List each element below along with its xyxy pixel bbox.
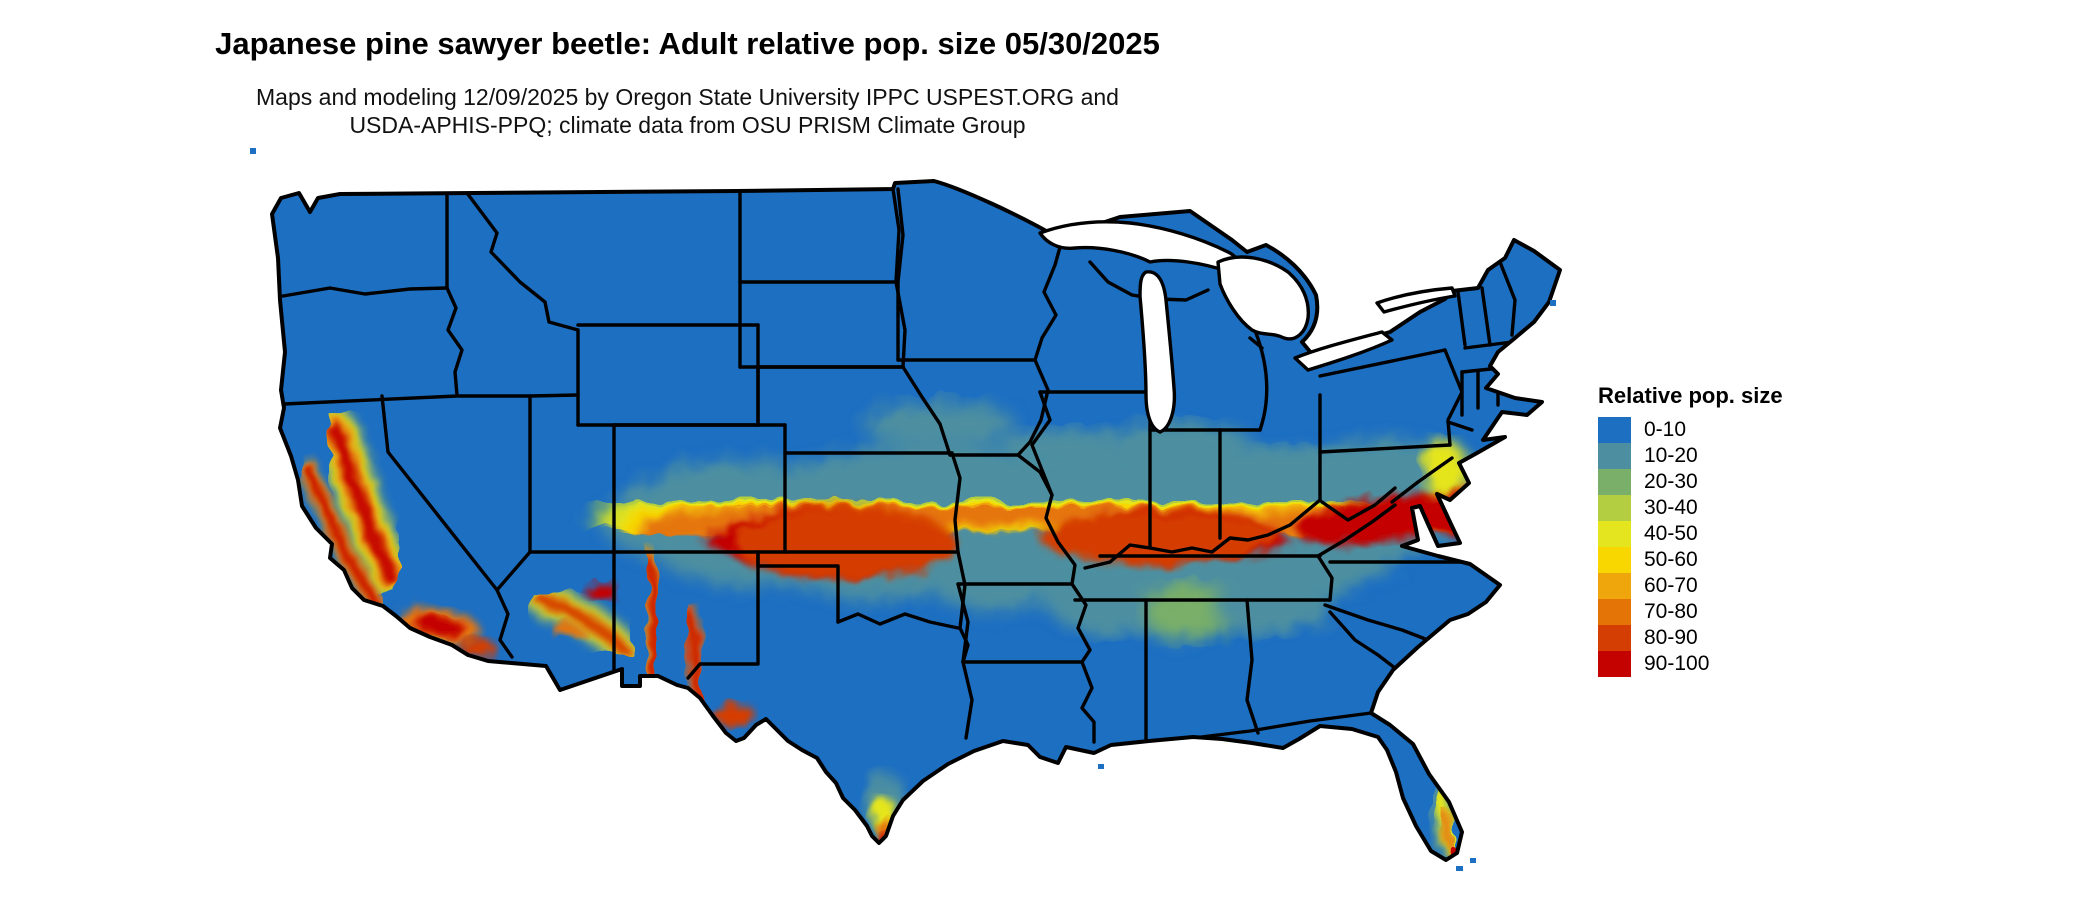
legend-swatch (1598, 417, 1631, 443)
page-title: Japanese pine sawyer beetle: Adult relat… (215, 26, 1160, 61)
legend-label: 90-100 (1644, 652, 1710, 675)
legend-label: 80-90 (1644, 626, 1698, 649)
legend-item: 70-80 (1598, 599, 1898, 625)
state-borders (281, 187, 1522, 744)
legend-swatch (1598, 521, 1631, 547)
legend-label: 60-70 (1644, 574, 1698, 597)
great-lakes (1038, 220, 1457, 434)
legend-label: 70-80 (1644, 600, 1698, 623)
legend-label: 50-60 (1644, 548, 1698, 571)
legend-item: 30-40 (1598, 495, 1898, 521)
legend-swatch (1598, 443, 1631, 469)
legend-item: 60-70 (1598, 573, 1898, 599)
legend-item: 0-10 (1598, 417, 1898, 443)
subtitle-line-2: USDA-APHIS-PPQ; climate data from OSU PR… (349, 112, 1026, 138)
nation-outline (270, 179, 1562, 862)
subtitle-line-1: Maps and modeling 12/09/2025 by Oregon S… (256, 84, 1119, 110)
legend-item: 90-100 (1598, 651, 1898, 677)
lake-huron (1216, 255, 1310, 341)
legend-item: 80-90 (1598, 625, 1898, 651)
legend-label: 0-10 (1644, 418, 1687, 441)
legend-swatch (1598, 547, 1631, 573)
legend-label: 20-30 (1644, 470, 1698, 493)
legend-label: 30-40 (1644, 496, 1698, 519)
legend-item: 40-50 (1598, 521, 1898, 547)
legend-item: 20-30 (1598, 469, 1898, 495)
legend-swatch (1598, 495, 1631, 521)
legend: Relative pop. size 0-10 10-20 20-30 30-4… (1598, 383, 1898, 677)
legend-swatch (1598, 469, 1631, 495)
lake-ontario (1375, 286, 1457, 314)
legend-title: Relative pop. size (1598, 383, 1783, 408)
legend-label: 10-20 (1644, 444, 1698, 467)
legend-swatch (1598, 573, 1631, 599)
legend-swatch (1598, 651, 1631, 677)
legend-swatch (1598, 625, 1631, 651)
legend-label: 40-50 (1644, 522, 1698, 545)
legend-item: 10-20 (1598, 443, 1898, 469)
legend-swatch (1598, 599, 1631, 625)
legend-item: 50-60 (1598, 547, 1898, 573)
offshore-raster-dots (250, 148, 1556, 871)
lake-erie (1293, 330, 1394, 372)
lake-michigan (1138, 270, 1177, 434)
population-band-layers (299, 401, 1560, 860)
